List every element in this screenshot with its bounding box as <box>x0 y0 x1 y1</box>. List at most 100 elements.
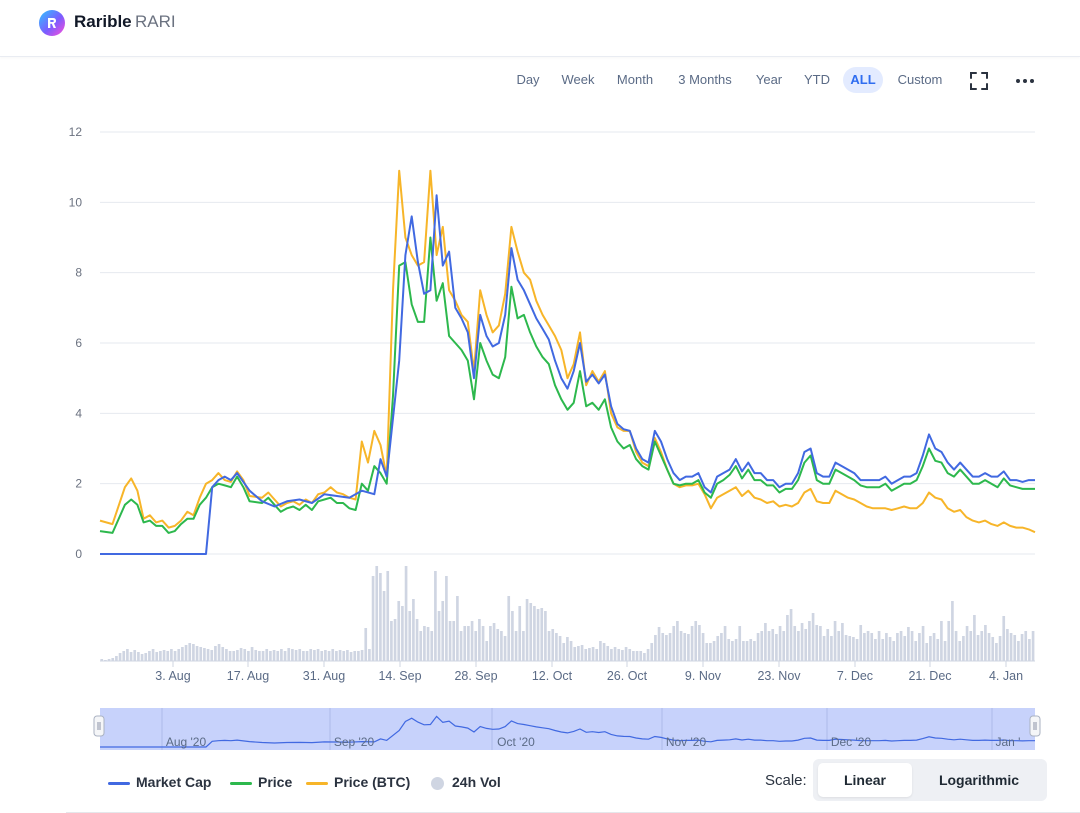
scale-label: Scale: <box>765 772 807 789</box>
volume-bar <box>445 576 448 661</box>
volume-bar <box>925 643 929 661</box>
volume-bar <box>760 631 764 661</box>
legend-market-cap-label: Market Cap <box>136 774 212 790</box>
volume-bar <box>881 639 885 661</box>
series-line-price-btc[interactable] <box>99 169 1036 534</box>
volume-bar <box>412 599 415 661</box>
volume-bar <box>188 643 192 661</box>
scale-logarithmic-button[interactable]: Logarithmic <box>938 772 1020 788</box>
volume-bar <box>595 649 599 661</box>
fullscreen-glyph <box>970 72 988 90</box>
legend-price[interactable]: Price <box>230 770 292 794</box>
volume-bar <box>551 629 555 661</box>
legend-market-cap[interactable]: Market Cap <box>108 770 211 794</box>
volume-bar <box>173 651 177 661</box>
volume-bar <box>463 626 467 661</box>
series-line-price[interactable] <box>99 236 1035 534</box>
volume-bar <box>610 649 613 661</box>
legend-volume[interactable]: 24h Vol <box>431 770 501 794</box>
volume-bar <box>676 621 679 661</box>
legend-price-btc-label: Price (BTC) <box>334 774 411 790</box>
fullscreen-icon[interactable] <box>968 70 990 92</box>
volume-bar <box>349 652 353 661</box>
volume-bar <box>1006 629 1009 661</box>
volume-bar <box>903 636 907 661</box>
volume-bar <box>533 606 536 661</box>
volume-bar <box>408 611 412 661</box>
volume-bar <box>162 650 166 661</box>
x-tick-label: 14. Sep <box>378 669 421 683</box>
rarible-logo-icon <box>39 10 65 36</box>
volume-bar <box>485 641 489 661</box>
volume-bar <box>294 650 298 661</box>
volume-bar <box>320 651 324 661</box>
volume-bars <box>100 566 1035 661</box>
volume-bar <box>364 628 368 661</box>
volume-bar <box>987 633 991 661</box>
volume-bar <box>195 646 199 661</box>
volume-bar <box>723 626 727 661</box>
volume-bar <box>716 636 720 661</box>
volume-bar <box>305 651 309 661</box>
legend-price-btc[interactable]: Price (BTC) <box>306 770 410 794</box>
range-3-months-button[interactable]: 3 Months <box>678 72 732 87</box>
volume-bar <box>225 649 228 661</box>
volume-bar <box>866 631 870 661</box>
volume-bar <box>734 639 738 661</box>
navigator-selection[interactable] <box>100 708 1035 750</box>
volume-bar <box>313 650 316 661</box>
range-all-button[interactable]: ALL <box>843 67 883 93</box>
volume-bar <box>419 631 423 661</box>
range-month-button[interactable]: Month <box>616 72 654 87</box>
volume-bar <box>151 649 155 661</box>
volume-bar <box>470 621 474 661</box>
range-navigator[interactable]: Aug '20 Sep '20 Oct '20 Nov '20 Dec '20 Jan ' <box>0 700 1080 756</box>
volume-bar <box>617 649 621 661</box>
volume-bar <box>654 635 657 661</box>
range-week-button[interactable]: Week <box>561 72 595 87</box>
range-day-button[interactable]: Day <box>516 72 540 87</box>
y-tick-label: 12 <box>69 125 83 139</box>
volume-bar <box>269 651 272 661</box>
volume-bar <box>404 566 408 661</box>
volume-bar <box>382 591 386 661</box>
volume-bar <box>397 601 401 661</box>
range-ytd-button[interactable]: YTD <box>804 72 830 87</box>
volume-bar <box>474 631 478 661</box>
legend-volume-label: 24h Vol <box>452 774 501 790</box>
price-chart[interactable]: 0 2 4 6 8 10 12 3. Aug 17. Aug 31. Aug 14. Sep 28.… <box>0 110 1080 695</box>
more-horizontal-icon[interactable] <box>1014 70 1036 92</box>
series-line-market-cap[interactable] <box>100 194 1035 555</box>
volume-bar <box>437 611 441 661</box>
volume-bar <box>511 611 514 661</box>
navigator-series <box>100 715 1035 748</box>
volume-bar <box>650 643 654 661</box>
volume-bar <box>771 629 775 661</box>
volume-bar <box>962 636 965 661</box>
volume-bar <box>632 651 635 661</box>
time-range-selector: Day Week Month 3 Months Year YTD ALL Cus… <box>0 67 1080 95</box>
volume-bar <box>415 619 419 661</box>
range-custom-button[interactable]: Custom <box>897 72 943 87</box>
range-year-button[interactable]: Year <box>755 72 783 87</box>
y-tick-label: 8 <box>75 266 82 280</box>
grid-lines <box>100 131 1035 555</box>
volume-bar <box>555 633 558 661</box>
y-axis-ticks: 0 2 4 6 8 10 12 <box>69 125 83 561</box>
volume-bar <box>822 636 826 661</box>
volume-bar <box>621 650 624 661</box>
volume-bar <box>705 643 709 661</box>
volume-bar <box>742 641 745 661</box>
coin-header: Rarible RARI <box>0 0 1080 57</box>
navigator-right-handle[interactable] <box>1029 715 1041 737</box>
volume-bar <box>661 633 665 661</box>
volume-bar <box>228 651 232 661</box>
legend-volume-swatch <box>431 776 444 790</box>
volume-bar <box>239 648 243 661</box>
navigator-left-handle[interactable] <box>93 715 105 737</box>
scale-linear-button[interactable]: Linear <box>818 763 912 797</box>
volume-bar <box>283 651 287 661</box>
volume-bar <box>804 629 808 661</box>
volume-bar <box>749 639 753 661</box>
x-tick-label: 17. Aug <box>227 669 269 683</box>
